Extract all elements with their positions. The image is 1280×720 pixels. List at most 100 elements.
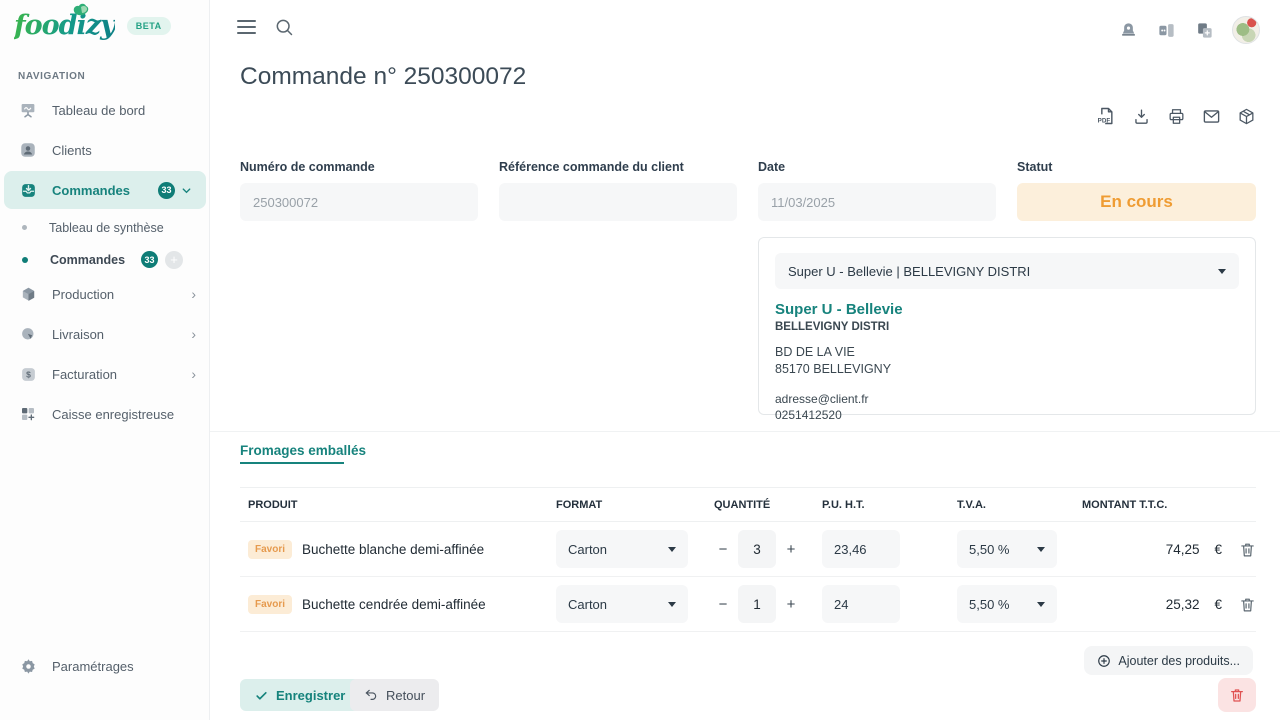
client-company: BELLEVIGNY DISTRI xyxy=(775,321,890,333)
sidebar-subitem-synthese[interactable]: Tableau de synthèse xyxy=(0,211,210,244)
search-icon[interactable] xyxy=(274,17,294,42)
client-contact: adresse@client.fr 0251412520 xyxy=(775,391,1239,423)
sidebar-item-livraison[interactable]: Livraison › xyxy=(0,314,210,354)
sidebar-item-facturation[interactable]: $ Facturation › xyxy=(0,354,210,394)
delete-row-icon[interactable] xyxy=(1239,596,1256,613)
menu-icon[interactable] xyxy=(237,20,256,34)
page-title: Commande n° 250300072 xyxy=(240,63,527,90)
chevron-down-icon xyxy=(181,185,192,196)
format-value: Carton xyxy=(568,541,608,557)
sidebar-subitem-commandes[interactable]: Commandes 33 + xyxy=(0,243,210,276)
quantity-decrement-button[interactable]: − xyxy=(718,595,728,613)
vat-select[interactable]: 5,50 % xyxy=(957,530,1057,568)
sidebar: foodizy BETA NAVIGATION Tableau de bord xyxy=(0,0,210,720)
client-phone: 0251412520 xyxy=(775,407,842,422)
chevron-right-icon: › xyxy=(191,326,196,342)
client-email: adresse@client.fr xyxy=(775,391,869,406)
back-button[interactable]: Retour xyxy=(350,679,440,711)
quantity-increment-button[interactable]: + xyxy=(786,540,796,558)
sidebar-item-label: Production xyxy=(52,286,115,302)
add-order-button[interactable]: + xyxy=(165,250,184,269)
sidebar-item-caisse[interactable]: Caisse enregistreuse xyxy=(0,394,210,434)
chevron-down-icon xyxy=(1218,268,1226,274)
add-products-button[interactable]: Ajouter des produits... xyxy=(1084,646,1253,675)
quantity-decrement-button[interactable]: − xyxy=(718,540,728,558)
leaf-icon xyxy=(73,3,89,16)
unit-price-input[interactable]: 24 xyxy=(822,585,900,623)
client-name[interactable]: Super U - Bellevie xyxy=(775,301,903,318)
package-icon[interactable] xyxy=(1236,106,1256,126)
print-icon[interactable] xyxy=(1166,106,1186,126)
divider xyxy=(210,431,1280,432)
format-select[interactable]: Carton xyxy=(556,530,688,568)
bullet-icon xyxy=(22,225,27,230)
date-field: Date 11/03/2025 xyxy=(758,160,996,221)
quantity-value[interactable]: 1 xyxy=(738,585,776,623)
download-icon[interactable] xyxy=(1131,106,1151,126)
sidebar-item-label: Paramétrages xyxy=(52,658,134,674)
orders-count-badge: 33 xyxy=(158,181,175,199)
quantity-increment-button[interactable]: + xyxy=(786,595,796,613)
avatar[interactable] xyxy=(1232,16,1260,44)
client-card: Super U - Bellevie | BELLEVIGNY DISTRI S… xyxy=(758,237,1256,422)
trash-icon xyxy=(1231,689,1243,702)
status-field: Statut En cours xyxy=(1017,160,1256,221)
order-number-input[interactable]: 250300072 xyxy=(240,183,478,221)
favorite-badge: Favori xyxy=(248,594,293,614)
beta-badge: BETA xyxy=(126,16,171,35)
orders-count-badge: 33 xyxy=(141,251,159,268)
mail-icon[interactable] xyxy=(1201,106,1221,126)
layout-icon[interactable] xyxy=(1156,20,1176,40)
status-badge[interactable]: En cours xyxy=(1017,183,1256,221)
sidebar-item-label: Facturation xyxy=(52,366,118,382)
delivery-icon xyxy=(18,324,38,344)
chevron-down-icon xyxy=(668,601,676,607)
brand-logo[interactable]: foodizy BETA xyxy=(14,3,171,41)
total-amount: 74,25 xyxy=(1165,541,1200,557)
delete-row-icon[interactable] xyxy=(1239,541,1256,558)
sidebar-item-label: Commandes xyxy=(52,182,131,198)
sidebar-item-production[interactable]: Production › xyxy=(0,274,210,314)
client-select-value: Super U - Bellevie | BELLEVIGNY DISTRI xyxy=(788,263,1031,279)
chevron-right-icon: › xyxy=(191,286,196,302)
client-ref-label: Référence commande du client xyxy=(499,160,684,174)
client-ref-input[interactable] xyxy=(499,183,737,221)
sidebar-item-label: Caisse enregistreuse xyxy=(52,406,175,422)
chevron-down-icon xyxy=(1037,601,1045,607)
sidebar-item-parametrages[interactable]: Paramétrages xyxy=(0,646,210,686)
copy-plus-icon[interactable] xyxy=(1194,20,1214,40)
header-quantity: QUANTITÉ xyxy=(714,498,771,511)
document-actions: PDF xyxy=(1096,106,1256,126)
sidebar-item-orders[interactable]: Commandes 33 xyxy=(4,171,206,209)
format-select[interactable]: Carton xyxy=(556,585,688,623)
orders-icon xyxy=(18,180,38,200)
date-input[interactable]: 11/03/2025 xyxy=(758,183,996,221)
client-select[interactable]: Super U - Bellevie | BELLEVIGNY DISTRI xyxy=(775,253,1239,289)
header-total: MONTANT T.T.C. xyxy=(1082,498,1168,511)
chevron-down-icon xyxy=(1037,546,1045,552)
sidebar-item-clients[interactable]: Clients xyxy=(0,130,210,170)
clients-icon xyxy=(18,140,38,160)
undo-arrow-icon xyxy=(365,689,377,700)
vat-select[interactable]: 5,50 % xyxy=(957,585,1057,623)
tab-active-underline xyxy=(240,462,344,464)
quantity-value[interactable]: 3 xyxy=(738,530,776,568)
plus-circle-icon xyxy=(1098,654,1111,667)
client-address-line1: BD DE LA VIE xyxy=(775,345,855,359)
header-product: PRODUIT xyxy=(248,498,298,511)
status-label: Statut xyxy=(1017,160,1053,174)
save-label: Enregistrer xyxy=(276,687,346,703)
unit-price-input[interactable]: 23,46 xyxy=(822,530,900,568)
sidebar-item-dashboard[interactable]: Tableau de bord xyxy=(0,90,210,130)
date-label: Date xyxy=(758,160,786,174)
pdf-icon[interactable]: PDF xyxy=(1096,106,1116,126)
vat-value: 5,50 % xyxy=(969,541,1010,557)
product-name: Buchette cendrée demi-affinée xyxy=(302,596,486,612)
delete-order-button[interactable] xyxy=(1218,678,1256,712)
topbar-actions xyxy=(1118,16,1260,44)
format-value: Carton xyxy=(568,596,608,612)
notifications-icon[interactable] xyxy=(1118,20,1138,40)
save-button[interactable]: Enregistrer xyxy=(240,679,361,711)
tab-fromages-emballes[interactable]: Fromages emballés xyxy=(240,443,367,458)
header-vat: T.V.A. xyxy=(957,498,986,511)
